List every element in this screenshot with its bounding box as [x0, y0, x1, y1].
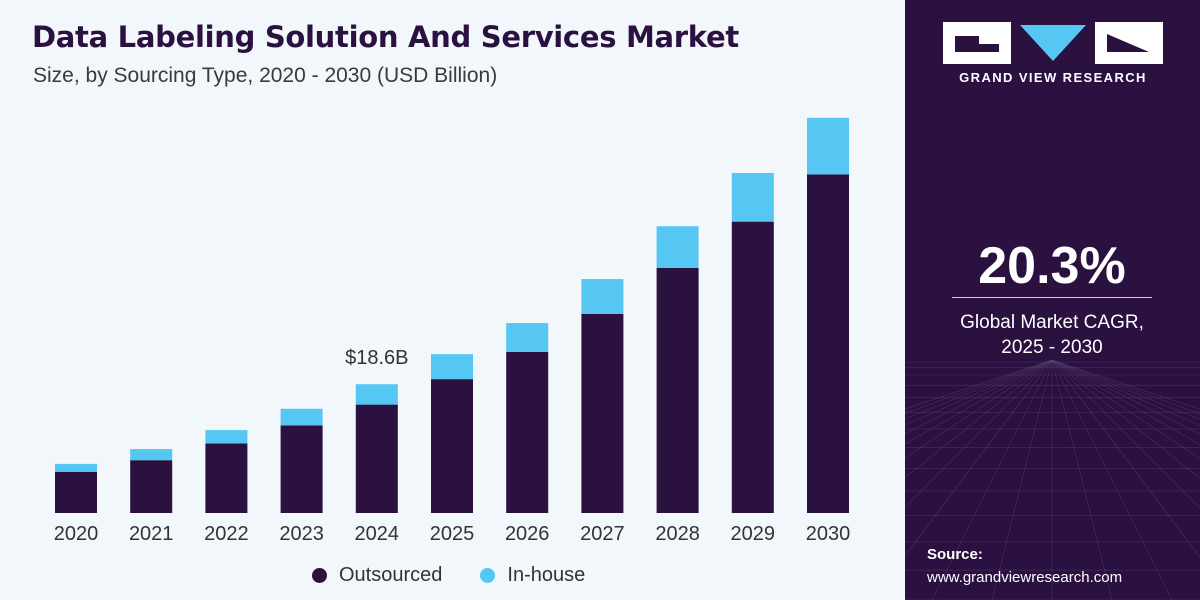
- legend-item-inhouse: In-house: [480, 564, 585, 587]
- brand-name: GRAND VIEW RESEARCH: [959, 70, 1147, 85]
- bar-outsourced-2028: [656, 267, 699, 513]
- legend-label-outsourced: Outsourced: [339, 563, 443, 586]
- source-block: Source: www.grandviewresearch.com: [927, 543, 1122, 589]
- bar-outsourced-2027: [581, 313, 624, 513]
- bar-inhouse-2029: [731, 172, 774, 222]
- cagr-label: Global Market CAGR, 2025 - 2030: [942, 310, 1162, 360]
- cagr-label-line1: Global Market CAGR,: [960, 312, 1144, 333]
- bar-inhouse-2024: [355, 384, 398, 405]
- x-tick-label-2024: 2024: [355, 523, 400, 545]
- bar-inhouse-2021: [130, 449, 173, 461]
- chart-subtitle: Size, by Sourcing Type, 2020 - 2030 (USD…: [33, 64, 498, 87]
- chart-legend: Outsourced In-house: [312, 563, 623, 587]
- cagr-value: 20.3%: [978, 237, 1126, 295]
- x-tick-label-2026: 2026: [505, 523, 550, 545]
- x-tick-label-2020: 2020: [54, 523, 99, 545]
- x-tick-label-2021: 2021: [129, 523, 174, 545]
- bar-outsourced-2026: [506, 351, 549, 513]
- gvr-logo-icon: [943, 22, 1163, 64]
- bar-inhouse-2027: [581, 279, 624, 314]
- x-tick-label-2025: 2025: [430, 523, 475, 545]
- bar-inhouse-2025: [431, 354, 473, 380]
- chart-title: Data Labeling Solution And Services Mark…: [32, 20, 739, 54]
- legend-item-outsourced: Outsourced: [312, 564, 442, 587]
- bar-inhouse-2020: [55, 463, 97, 472]
- chart-area: Data Labeling Solution And Services Mark…: [0, 0, 905, 600]
- bar-outsourced-2024: [355, 404, 398, 513]
- x-tick-label-2022: 2022: [204, 523, 249, 545]
- legend-label-inhouse: In-house: [507, 563, 586, 586]
- bar-inhouse-2023: [280, 408, 323, 426]
- x-tick-label-2029: 2029: [731, 523, 776, 545]
- cagr-divider: [952, 297, 1152, 298]
- bar-outsourced-2025: [431, 379, 473, 513]
- x-tick-label-2023: 2023: [279, 523, 324, 545]
- x-tick-label-2027: 2027: [580, 523, 625, 545]
- legend-swatch-inhouse: [480, 567, 496, 583]
- bar-inhouse-2022: [205, 430, 248, 444]
- bar-inhouse-2026: [506, 323, 549, 352]
- bar-inhouse-2028: [656, 226, 699, 268]
- bar-outsourced-2022: [205, 443, 248, 513]
- wireframe-grid-decoration: [905, 359, 1200, 600]
- bar-outsourced-2029: [731, 221, 774, 514]
- legend-swatch-outsourced: [312, 567, 327, 583]
- stacked-bar-chart: 2020 2021 2022 2023 2024 2025 2026 2027 2028 2029…: [54, 117, 851, 545]
- annotation-2024: $18.6B: [345, 347, 408, 369]
- bar-outsourced-2020: [55, 471, 97, 513]
- source-title: Source:: [927, 546, 983, 563]
- x-tick-label-2030: 2030: [806, 523, 851, 545]
- info-panel: GRAND VIEW RESEARCH 20.3% Global Market …: [905, 0, 1200, 600]
- bar-outsourced-2023: [280, 425, 323, 513]
- bar-outsourced-2030: [807, 174, 849, 513]
- x-tick-label-2028: 2028: [655, 523, 700, 545]
- bar-outsourced-2021: [130, 460, 173, 513]
- source-url[interactable]: www.grandviewresearch.com: [927, 569, 1123, 586]
- cagr-label-line2: 2025 - 2030: [1001, 337, 1103, 358]
- bar-inhouse-2030: [807, 117, 849, 175]
